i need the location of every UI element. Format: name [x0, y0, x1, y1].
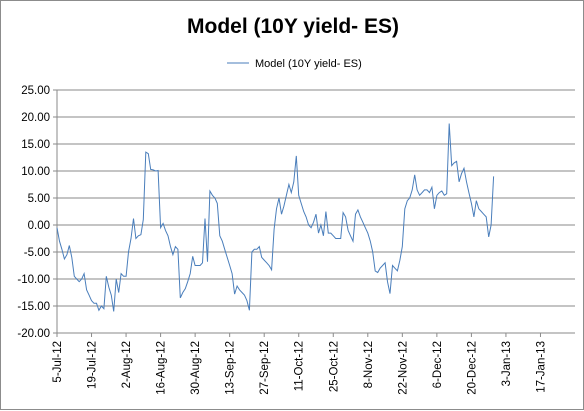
series-line [56, 123, 495, 312]
x-tick-label: 16-Aug-12 [156, 341, 168, 395]
chart-title: Model (10Y yield- ES) [187, 15, 399, 38]
x-tick-label: 3-Jan-13 [501, 341, 513, 386]
y-tick-label: -5.00 [24, 247, 50, 259]
x-tick-label: 17-Jan-13 [535, 341, 547, 393]
y-tick-label: 0.00 [28, 220, 50, 232]
legend: Model (10Y yield- ES) [227, 58, 362, 70]
x-tick-label: 8-Nov-12 [363, 341, 375, 388]
y-tick-label: -20.00 [17, 328, 50, 340]
x-tick-label: 30-Aug-12 [190, 341, 202, 395]
legend-label: Model (10Y yield- ES) [255, 58, 362, 70]
x-axis-ticks: 5-Jul-12 19-Jul-12 2-Aug-12 16-Aug-12 30-Aug… [52, 333, 547, 395]
x-tick-label: 22-Nov-12 [397, 341, 409, 395]
y-tick-label: -10.00 [17, 274, 50, 286]
y-axis-ticks: 25.00 20.00 15.00 10.00 5.00 0.00 -5.00 -10.00 -… [17, 85, 57, 340]
x-tick-label: 19-Jul-12 [87, 341, 99, 389]
x-tick-label: 11-Oct-12 [294, 341, 306, 391]
y-tick-label: 15.00 [21, 139, 50, 151]
y-tick-label: 10.00 [21, 166, 50, 178]
y-tick-label: 5.00 [28, 193, 50, 205]
y-tick-label: 20.00 [21, 112, 50, 124]
x-tick-label: 5-Jul-12 [52, 341, 64, 383]
x-tick-label: 2-Aug-12 [121, 341, 133, 388]
axes [56, 90, 575, 334]
x-tick-label: 20-Dec-12 [466, 341, 478, 395]
x-tick-label: 13-Sep-12 [225, 341, 237, 395]
x-tick-label: 6-Dec-12 [432, 341, 444, 388]
gridlines [57, 89, 575, 334]
y-tick-label: 25.00 [21, 85, 50, 97]
x-tick-label: 27-Sep-12 [259, 341, 271, 395]
x-tick-label: 25-Oct-12 [328, 341, 340, 392]
y-tick-label: -15.00 [17, 301, 50, 313]
